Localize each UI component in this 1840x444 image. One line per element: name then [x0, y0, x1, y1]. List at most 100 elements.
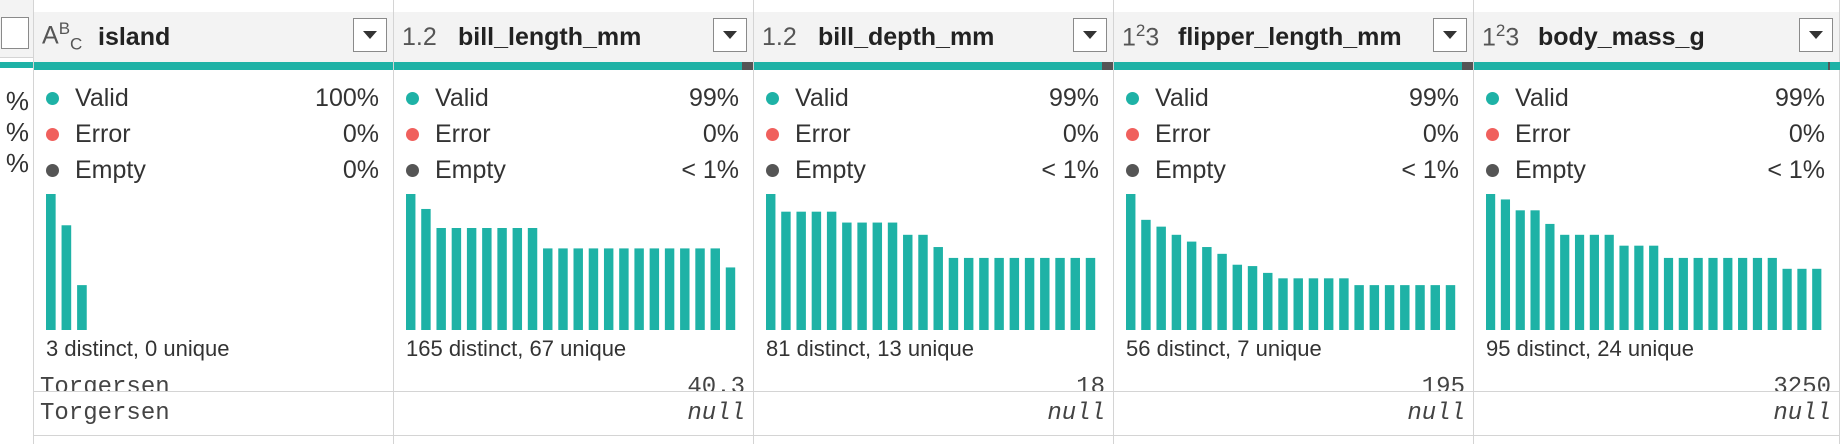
- table-row[interactable]: 18: [754, 368, 1113, 392]
- histogram-bar[interactable]: [811, 211, 822, 330]
- histogram-bar[interactable]: [1797, 268, 1807, 330]
- distribution-histogram[interactable]: [1126, 190, 1461, 330]
- histogram-bar[interactable]: [1619, 245, 1629, 330]
- histogram-bar[interactable]: [497, 228, 507, 330]
- histogram-bar[interactable]: [1574, 234, 1585, 330]
- histogram-bar[interactable]: [710, 248, 720, 330]
- histogram-bar[interactable]: [903, 234, 913, 330]
- histogram-bar[interactable]: [1369, 285, 1380, 330]
- distribution-histogram[interactable]: [1486, 190, 1827, 330]
- table-row[interactable]: null: [394, 392, 753, 436]
- histogram-bar[interactable]: [1678, 257, 1688, 330]
- histogram-bar[interactable]: [619, 248, 629, 330]
- histogram-bar[interactable]: [781, 211, 791, 330]
- histogram-bar[interactable]: [588, 248, 599, 330]
- histogram-bar[interactable]: [1589, 234, 1599, 330]
- cell-value[interactable]: null: [1773, 400, 1831, 427]
- table-row[interactable]: null: [1114, 392, 1473, 436]
- histogram-bar[interactable]: [1323, 278, 1334, 330]
- cell-value[interactable]: 3250: [1773, 374, 1831, 392]
- cell-value[interactable]: Torgersen: [40, 374, 170, 392]
- histogram-bar[interactable]: [1156, 226, 1166, 330]
- histogram-bar[interactable]: [1293, 278, 1303, 330]
- histogram-bar[interactable]: [451, 228, 462, 330]
- histogram-bar[interactable]: [948, 257, 959, 330]
- histogram-bar[interactable]: [436, 228, 446, 330]
- histogram-bar[interactable]: [603, 248, 614, 330]
- histogram-bar[interactable]: [664, 248, 675, 330]
- table-row[interactable]: null: [1474, 392, 1839, 436]
- histogram-bar[interactable]: [1024, 257, 1035, 330]
- text-type-icon[interactable]: ABC: [42, 19, 83, 54]
- histogram-bar[interactable]: [695, 248, 705, 330]
- histogram-bar[interactable]: [1040, 257, 1050, 330]
- histogram-bar[interactable]: [77, 285, 87, 330]
- histogram-bar[interactable]: [1723, 257, 1733, 330]
- histogram-bar[interactable]: [1486, 194, 1496, 330]
- histogram-bar[interactable]: [680, 248, 690, 330]
- histogram-bar[interactable]: [512, 228, 523, 330]
- histogram-bar[interactable]: [1634, 245, 1644, 330]
- column-header[interactable]: ABC island: [34, 12, 393, 62]
- histogram-bar[interactable]: [466, 228, 477, 330]
- cell-value[interactable]: null: [687, 400, 745, 427]
- histogram-bar[interactable]: [933, 247, 943, 330]
- histogram-bar[interactable]: [1247, 266, 1258, 330]
- histogram-bar[interactable]: [1263, 272, 1273, 330]
- histogram-bar[interactable]: [963, 257, 974, 330]
- table-row[interactable]: Torgersen: [34, 368, 393, 392]
- column-header[interactable]: 123 flipper_length_mm: [1114, 12, 1473, 62]
- histogram-bar[interactable]: [1812, 268, 1822, 330]
- integer-type-icon[interactable]: 123: [1122, 21, 1160, 52]
- table-row[interactable]: 3250: [1474, 368, 1839, 392]
- table-row[interactable]: null: [754, 392, 1113, 436]
- histogram-bar[interactable]: [482, 228, 492, 330]
- column-name[interactable]: body_mass_g: [1538, 22, 1705, 51]
- histogram-bar[interactable]: [558, 248, 568, 330]
- histogram-bar[interactable]: [1141, 219, 1151, 330]
- cell-value[interactable]: null: [1407, 400, 1465, 427]
- histogram-bar[interactable]: [857, 222, 867, 330]
- column-filter-dropdown[interactable]: [1073, 18, 1107, 52]
- column-filter-dropdown[interactable]: [713, 18, 747, 52]
- histogram-bar[interactable]: [61, 225, 72, 330]
- histogram-bar[interactable]: [1693, 257, 1703, 330]
- histogram-bar[interactable]: [1752, 257, 1763, 330]
- histogram-bar[interactable]: [1308, 278, 1319, 330]
- cell-value[interactable]: null: [1047, 400, 1105, 427]
- distribution-histogram[interactable]: [46, 190, 381, 330]
- distribution-histogram[interactable]: [766, 190, 1101, 330]
- column-filter-dropdown[interactable]: [353, 18, 387, 52]
- histogram-bar[interactable]: [1384, 285, 1395, 330]
- decimal-type-icon[interactable]: 1.2: [402, 22, 437, 51]
- histogram-bar[interactable]: [543, 248, 553, 330]
- histogram-bar[interactable]: [1232, 264, 1243, 330]
- table-row[interactable]: Torgersen: [34, 392, 393, 436]
- histogram-bar[interactable]: [1202, 247, 1212, 330]
- cell-value[interactable]: Torgersen: [40, 400, 170, 427]
- histogram-bar[interactable]: [1782, 268, 1792, 330]
- histogram-bar[interactable]: [1530, 210, 1540, 330]
- histogram-bar[interactable]: [46, 194, 56, 330]
- histogram-bar[interactable]: [1604, 234, 1614, 330]
- column-header[interactable]: 123 body_mass_g: [1474, 12, 1839, 62]
- histogram-bar[interactable]: [796, 211, 806, 330]
- histogram-bar[interactable]: [872, 222, 883, 330]
- histogram-bar[interactable]: [1560, 234, 1570, 330]
- histogram-bar[interactable]: [1278, 278, 1288, 330]
- histogram-bar[interactable]: [1009, 257, 1020, 330]
- histogram-bar[interactable]: [1070, 257, 1080, 330]
- histogram-bar[interactable]: [918, 234, 928, 330]
- histogram-bar[interactable]: [1545, 223, 1555, 330]
- histogram-bar[interactable]: [1663, 257, 1674, 330]
- histogram-bar[interactable]: [1400, 285, 1410, 330]
- integer-type-icon[interactable]: 123: [1482, 21, 1520, 52]
- table-row[interactable]: 195: [1114, 368, 1473, 392]
- histogram-bar[interactable]: [1186, 241, 1197, 330]
- histogram-bar[interactable]: [1055, 257, 1065, 330]
- column-name[interactable]: island: [98, 22, 171, 51]
- cell-value[interactable]: 195: [1421, 374, 1465, 392]
- histogram-bar[interactable]: [1354, 285, 1364, 330]
- histogram-bar[interactable]: [979, 257, 989, 330]
- histogram-bar[interactable]: [1738, 257, 1748, 330]
